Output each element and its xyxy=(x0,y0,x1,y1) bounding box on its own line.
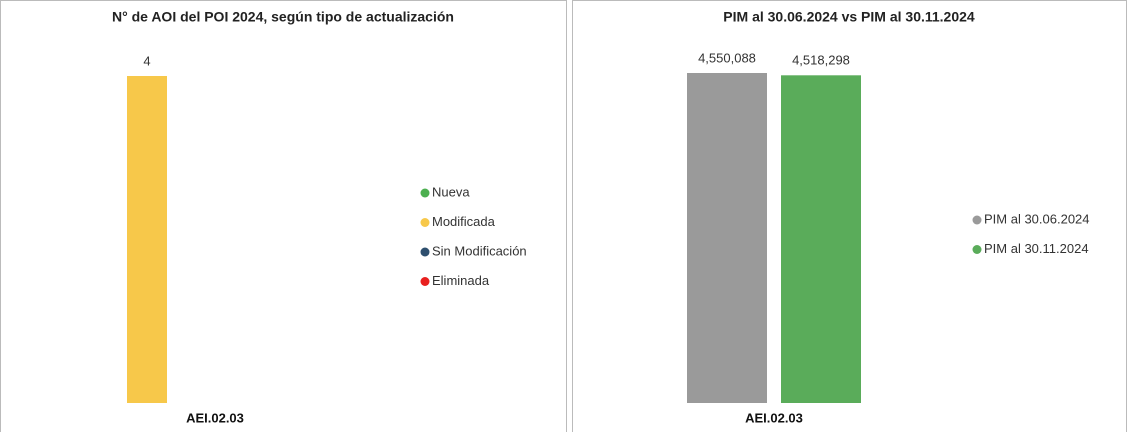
legend-marker xyxy=(420,247,430,257)
chart-title: N° de AOI del POI 2024, según tipo de ac… xyxy=(112,9,454,25)
legend-label: PIM al 30.06.2024 xyxy=(984,211,1090,226)
legend-marker xyxy=(420,218,430,227)
panel xyxy=(0,0,567,432)
chart-title: PIM al 30.06.2024 vs PIM al 30.11.2024 xyxy=(723,9,975,25)
legend-label: Sin Modificación xyxy=(432,243,527,258)
legend-label: Nueva xyxy=(432,184,470,199)
legend-marker xyxy=(420,277,430,286)
legend-marker xyxy=(420,188,430,198)
x-tick-label: AEI.02.03 xyxy=(745,410,803,425)
bar xyxy=(127,76,167,403)
legend-label: Eliminada xyxy=(432,273,490,288)
legend-label: PIM al 30.11.2024 xyxy=(984,241,1089,256)
legend-marker xyxy=(972,245,982,254)
data-label: 4,550,088 xyxy=(698,50,756,65)
legend-label: Modificada xyxy=(432,214,496,229)
bar xyxy=(687,73,767,403)
legend-marker xyxy=(972,215,982,225)
data-label: 4,518,298 xyxy=(792,53,850,68)
data-label: 4 xyxy=(143,53,150,68)
bar xyxy=(781,75,861,403)
x-tick-label: AEI.02.03 xyxy=(186,410,244,425)
